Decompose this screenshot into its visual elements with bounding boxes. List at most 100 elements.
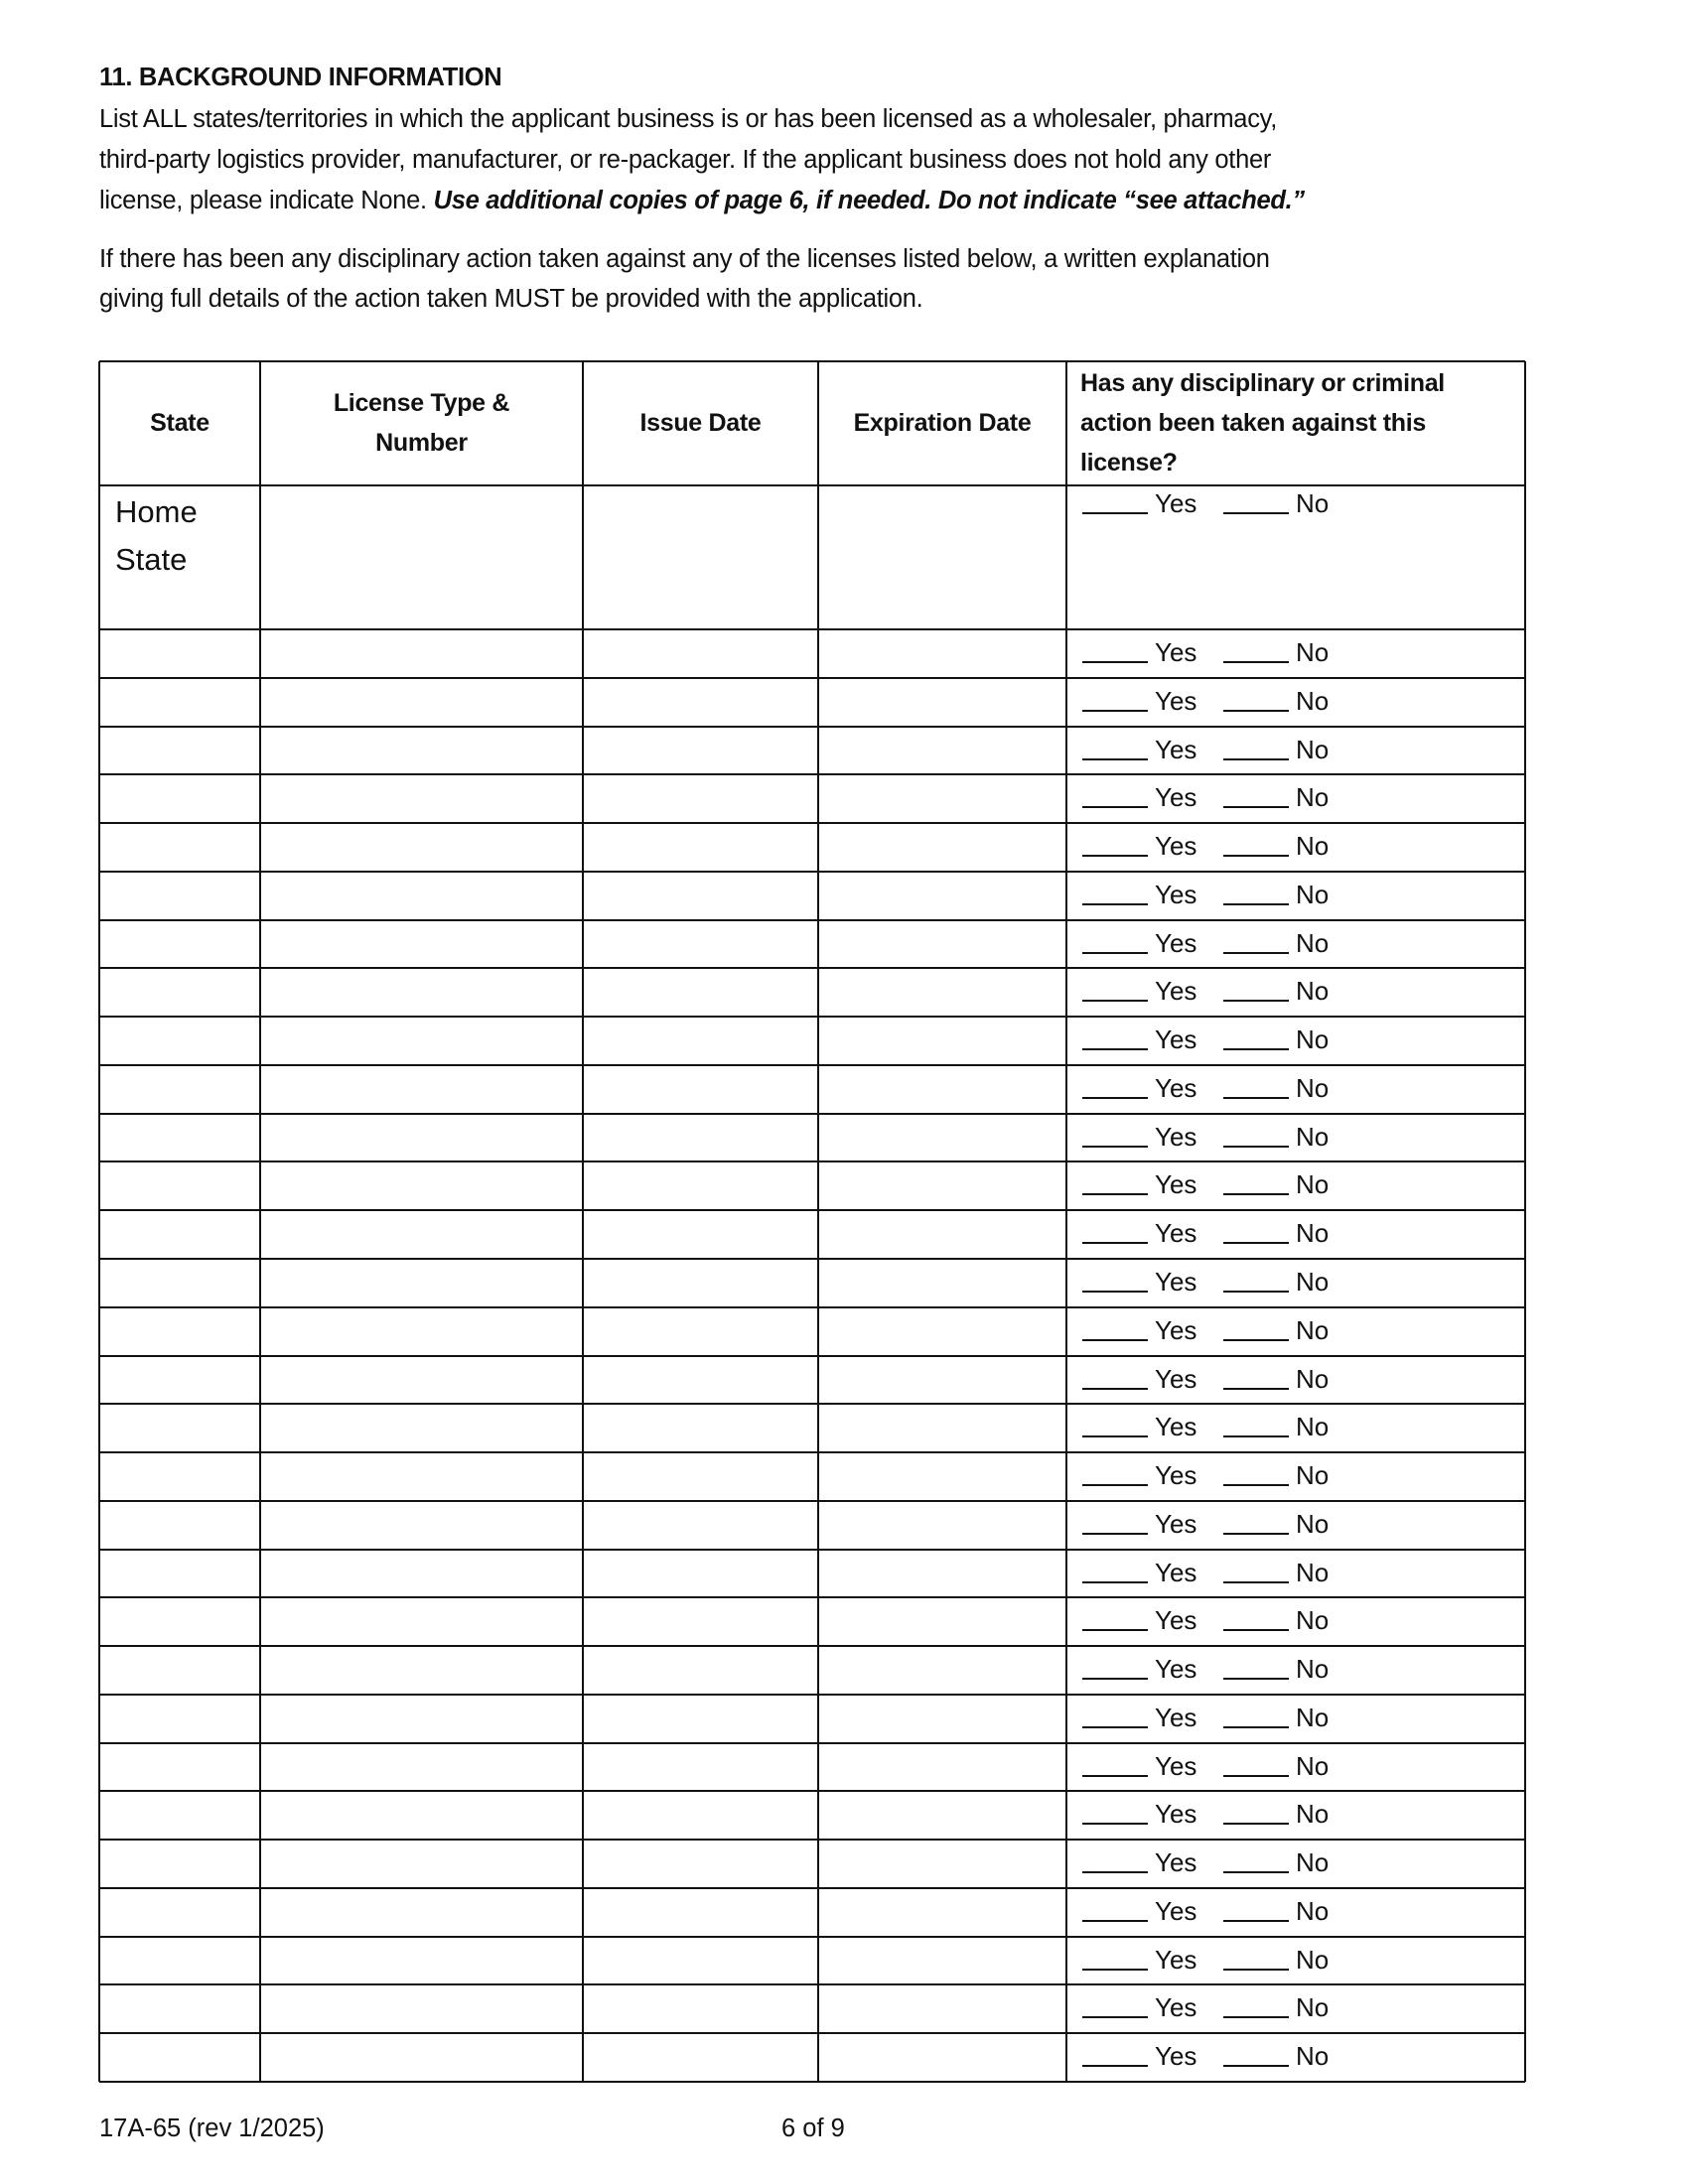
license-field[interactable] (263, 1117, 580, 1160)
yes-blank-field[interactable] (1082, 1000, 1148, 1003)
expiration-date-field[interactable] (821, 681, 1063, 724)
no-blank-field[interactable] (1223, 1000, 1289, 1003)
state-field[interactable] (102, 1600, 257, 1643)
state-field[interactable] (102, 1698, 257, 1740)
yes-blank-field[interactable] (1082, 1678, 1148, 1681)
license-field[interactable] (263, 1649, 580, 1692)
yes-blank-field[interactable] (1082, 1580, 1148, 1583)
expiration-date-field[interactable] (821, 826, 1063, 869)
expiration-date-field[interactable] (821, 1698, 1063, 1740)
no-blank-field[interactable] (1223, 1580, 1289, 1583)
yes-blank-field[interactable] (1082, 855, 1148, 858)
license-field[interactable] (263, 971, 580, 1014)
state-field[interactable] (102, 1891, 257, 1934)
no-blank-field[interactable] (1223, 1145, 1289, 1148)
expiration-date-field[interactable] (821, 1940, 1063, 1982)
license-field[interactable] (263, 1843, 580, 1885)
expiration-date-field[interactable] (821, 2036, 1063, 2079)
no-blank-field[interactable] (1223, 709, 1289, 712)
no-blank-field[interactable] (1223, 661, 1289, 663)
expiration-date-field[interactable] (821, 875, 1063, 917)
license-field[interactable] (263, 1891, 580, 1934)
expiration-date-field[interactable] (821, 971, 1063, 1014)
issue-date-field[interactable] (586, 923, 815, 966)
yes-blank-field[interactable] (1082, 512, 1148, 514)
license-field[interactable] (263, 1407, 580, 1449)
expiration-date-field[interactable] (821, 1310, 1063, 1353)
yes-blank-field[interactable] (1082, 1435, 1148, 1438)
yes-blank-field[interactable] (1082, 1871, 1148, 1874)
issue-date-field[interactable] (586, 875, 815, 917)
state-field[interactable] (102, 1262, 257, 1304)
yes-blank-field[interactable] (1082, 1823, 1148, 1826)
issue-date-field[interactable] (586, 1310, 815, 1353)
expiration-date-field[interactable] (821, 1843, 1063, 1885)
state-field[interactable] (102, 1649, 257, 1692)
expiration-date-field[interactable] (821, 1164, 1063, 1207)
yes-blank-field[interactable] (1082, 1532, 1148, 1535)
yes-blank-field[interactable] (1082, 1919, 1148, 1922)
state-field[interactable] (102, 632, 257, 675)
state-field[interactable] (102, 971, 257, 1014)
no-blank-field[interactable] (1223, 1629, 1289, 1632)
issue-date-field[interactable] (586, 1407, 815, 1449)
state-field[interactable] (102, 777, 257, 820)
expiration-date-field[interactable] (821, 1407, 1063, 1449)
state-field[interactable] (102, 1455, 257, 1498)
issue-date-field[interactable] (586, 1891, 815, 1934)
yes-blank-field[interactable] (1082, 2065, 1148, 2068)
no-blank-field[interactable] (1223, 1919, 1289, 1922)
no-blank-field[interactable] (1223, 806, 1289, 809)
state-field[interactable] (102, 730, 257, 772)
no-blank-field[interactable] (1223, 2065, 1289, 2068)
state-field[interactable] (102, 1746, 257, 1789)
yes-blank-field[interactable] (1082, 1968, 1148, 1971)
expiration-date-field[interactable] (821, 1020, 1063, 1062)
license-field[interactable] (263, 777, 580, 820)
no-blank-field[interactable] (1223, 757, 1289, 760)
yes-blank-field[interactable] (1082, 1242, 1148, 1245)
yes-blank-field[interactable] (1082, 1725, 1148, 1728)
state-field-home[interactable] (102, 488, 257, 626)
license-field[interactable] (263, 730, 580, 772)
yes-blank-field[interactable] (1082, 951, 1148, 954)
issue-date-field[interactable] (586, 730, 815, 772)
expiration-date-field[interactable] (821, 1600, 1063, 1643)
no-blank-field[interactable] (1223, 2016, 1289, 2019)
yes-blank-field[interactable] (1082, 1387, 1148, 1390)
license-field[interactable] (263, 1987, 580, 2030)
issue-date-field[interactable] (586, 1455, 815, 1498)
license-field[interactable] (263, 1164, 580, 1207)
yes-blank-field[interactable] (1082, 1338, 1148, 1341)
yes-blank-field[interactable] (1082, 1484, 1148, 1487)
yes-blank-field[interactable] (1082, 661, 1148, 663)
yes-blank-field[interactable] (1082, 1290, 1148, 1293)
no-blank-field[interactable] (1223, 1290, 1289, 1293)
issue-date-field[interactable] (586, 1553, 815, 1595)
license-field[interactable] (263, 632, 580, 675)
license-field[interactable] (263, 1940, 580, 1982)
yes-blank-field[interactable] (1082, 1096, 1148, 1099)
yes-blank-field[interactable] (1082, 1048, 1148, 1051)
expiration-date-field-home[interactable] (821, 488, 1063, 626)
no-blank-field[interactable] (1223, 1968, 1289, 1971)
state-field[interactable] (102, 875, 257, 917)
no-blank-field[interactable] (1223, 1387, 1289, 1390)
expiration-date-field[interactable] (821, 1455, 1063, 1498)
license-field[interactable] (263, 1698, 580, 1740)
expiration-date-field[interactable] (821, 1213, 1063, 1256)
issue-date-field[interactable] (586, 1649, 815, 1692)
expiration-date-field[interactable] (821, 1504, 1063, 1547)
state-field[interactable] (102, 1553, 257, 1595)
state-field[interactable] (102, 1213, 257, 1256)
issue-date-field[interactable] (586, 826, 815, 869)
expiration-date-field[interactable] (821, 1068, 1063, 1111)
license-field[interactable] (263, 923, 580, 966)
state-field[interactable] (102, 1020, 257, 1062)
no-blank-field[interactable] (1223, 1774, 1289, 1777)
license-field[interactable] (263, 1068, 580, 1111)
no-blank-field[interactable] (1223, 1435, 1289, 1438)
no-blank-field[interactable] (1223, 1193, 1289, 1196)
no-blank-field[interactable] (1223, 1725, 1289, 1728)
yes-blank-field[interactable] (1082, 1774, 1148, 1777)
